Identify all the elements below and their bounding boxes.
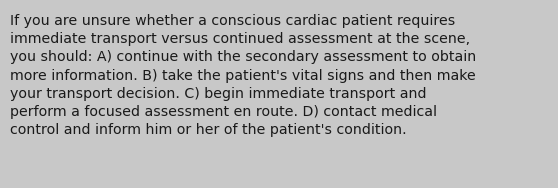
Text: If you are unsure whether a conscious cardiac patient requires
immediate transpo: If you are unsure whether a conscious ca… (10, 14, 476, 137)
